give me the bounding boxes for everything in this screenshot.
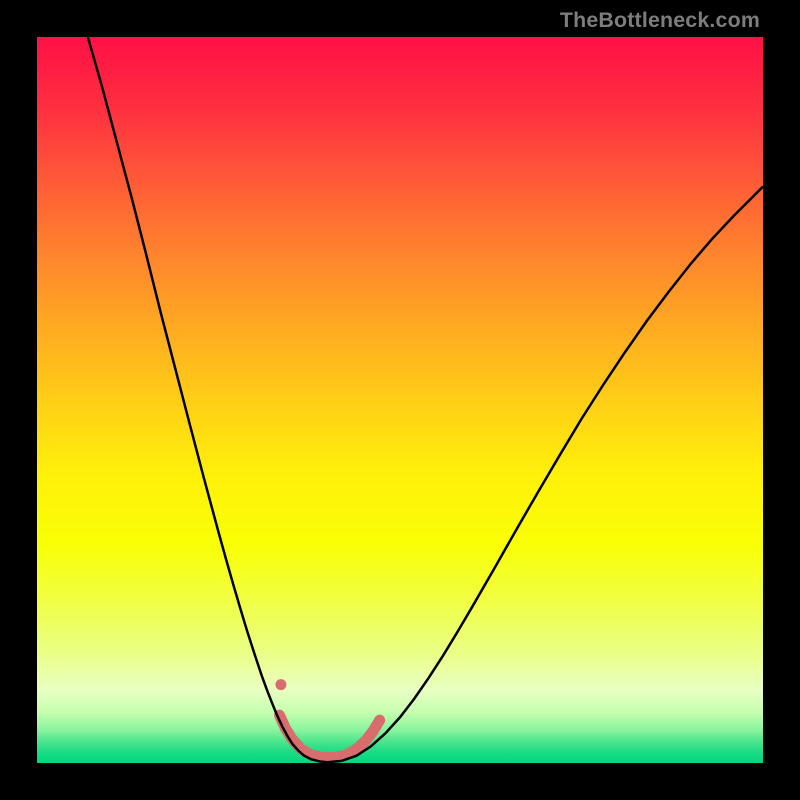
- left-curve: [88, 37, 328, 762]
- chart-plot-area: [37, 37, 763, 763]
- watermark-text: TheBottleneck.com: [560, 8, 760, 33]
- right-curve: [327, 187, 763, 763]
- highlight-dot: [275, 679, 286, 690]
- chart-svg: [37, 37, 763, 763]
